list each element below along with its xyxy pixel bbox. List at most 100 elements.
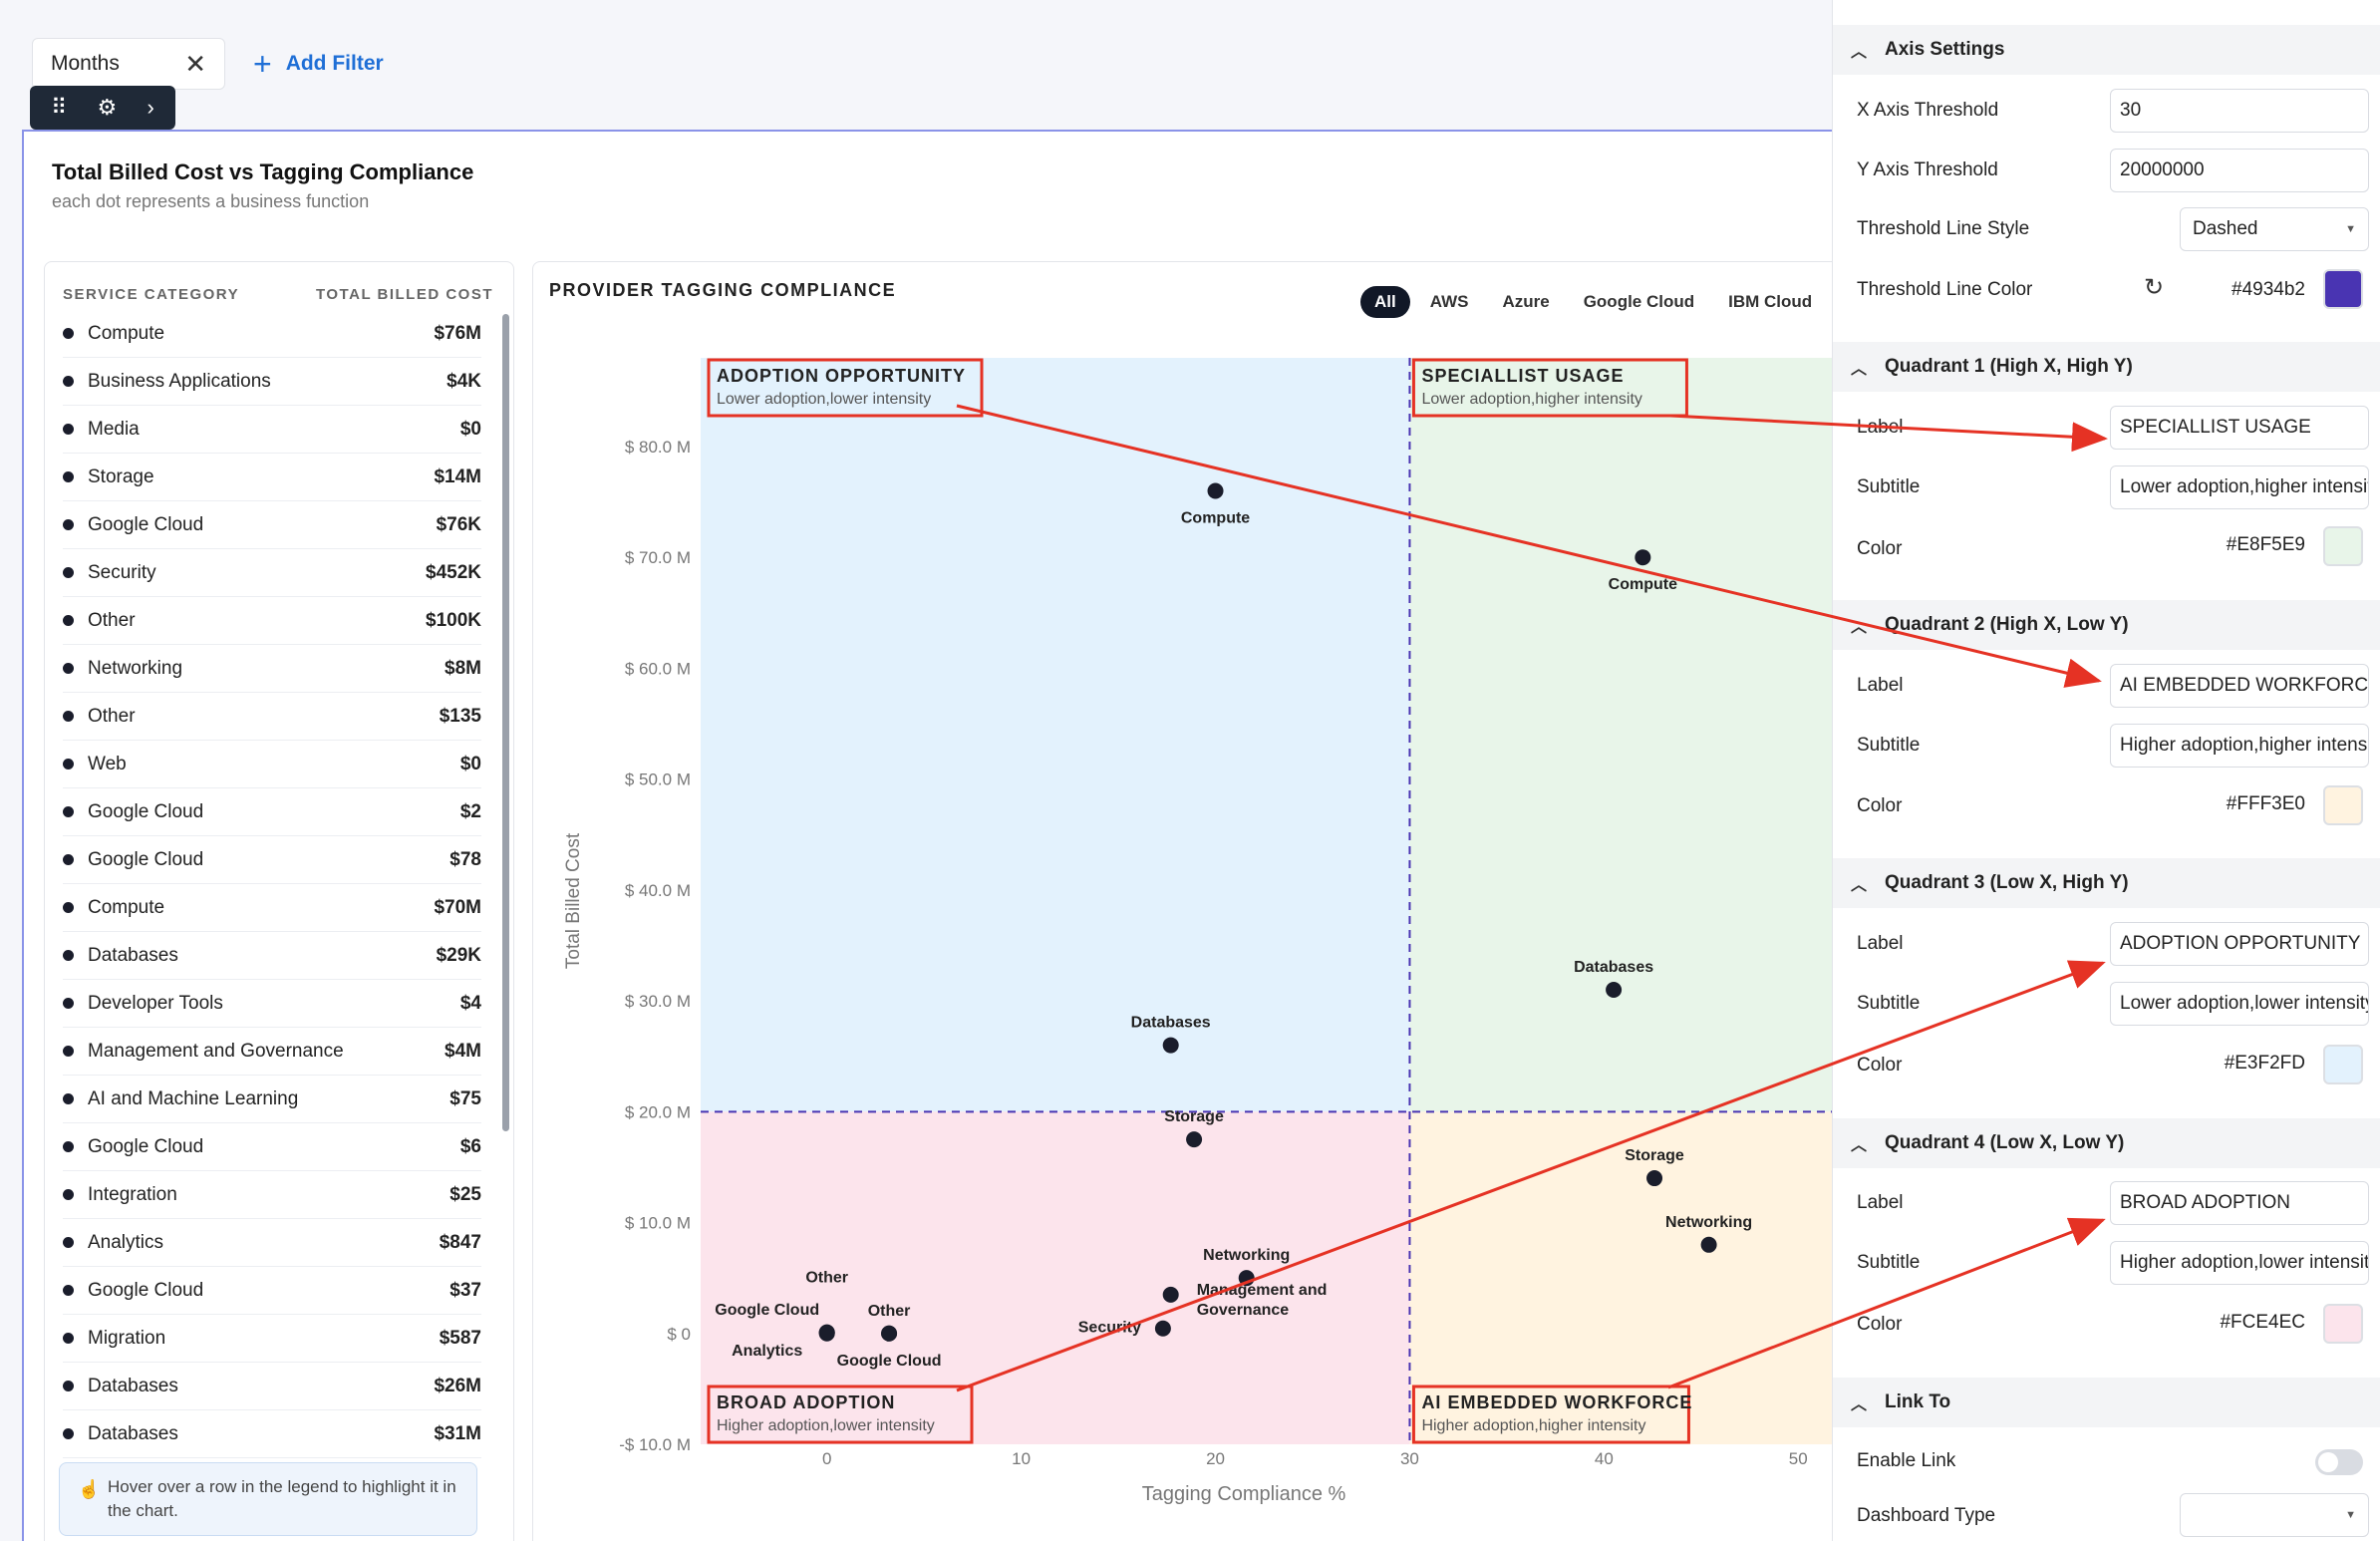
- y-threshold-input[interactable]: 20000000: [2110, 149, 2369, 192]
- legend-row[interactable]: Integration $25: [63, 1171, 481, 1219]
- legend-row[interactable]: Other $135: [63, 693, 481, 741]
- q4-color-swatch[interactable]: [2323, 1304, 2363, 1344]
- x-threshold-input[interactable]: 30: [2110, 89, 2369, 133]
- series-dot-icon: [63, 1381, 74, 1391]
- legend-row[interactable]: Storage $14M: [63, 454, 481, 501]
- legend-row[interactable]: Google Cloud $76K: [63, 501, 481, 549]
- q1-subtitle-input[interactable]: Lower adoption,higher intensity: [2110, 465, 2369, 509]
- scatter-chart: -$ 10.0 M $ 0 $ 10.0 M $ 20.0 M $ 30.0 M $ 40…: [563, 358, 1839, 1505]
- legend-row-name: Google Cloud: [88, 513, 204, 535]
- enable-link-toggle[interactable]: [2315, 1449, 2363, 1475]
- dashboard-type-select[interactable]: ▼: [2180, 1493, 2369, 1537]
- legend-col-cost: TOTAL BILLED COST: [316, 286, 493, 303]
- data-point-label: Networking: [1665, 1214, 1752, 1231]
- tab-azure[interactable]: Azure: [1502, 292, 1550, 311]
- quadrant4-header[interactable]: ︿ Quadrant 4 (Low X, Low Y): [1833, 1118, 2380, 1168]
- legend-row[interactable]: Analytics $847: [63, 1219, 481, 1267]
- tab-google-cloud[interactable]: Google Cloud: [1583, 292, 1695, 311]
- add-filter-button[interactable]: + Add Filter: [253, 48, 384, 80]
- legend-row-name: Google Cloud: [88, 800, 204, 822]
- legend-row[interactable]: Databases $26M: [63, 1363, 481, 1410]
- q4-color-label: Color: [1857, 1314, 1903, 1335]
- legend-row[interactable]: Networking $8M: [63, 645, 481, 693]
- legend-row[interactable]: Management and Governance $4M: [63, 1028, 481, 1076]
- drag-handle-icon[interactable]: ⠿: [51, 95, 68, 120]
- legend-row[interactable]: Compute $76M: [63, 310, 481, 358]
- legend-row[interactable]: Media $0: [63, 406, 481, 454]
- reset-icon[interactable]: ↻: [2144, 274, 2165, 301]
- legend-row[interactable]: Google Cloud $37: [63, 1267, 481, 1315]
- x-tick-label: 40: [1595, 1449, 1614, 1468]
- chevron-right-icon[interactable]: ›: [147, 95, 154, 120]
- quadrant1-header[interactable]: ︿ Quadrant 1 (High X, High Y): [1833, 342, 2380, 392]
- q3-subtitle-label: Subtitle: [1857, 993, 1921, 1014]
- legend-row[interactable]: Google Cloud $2: [63, 788, 481, 836]
- axis-settings-header[interactable]: ︿ Axis Settings: [1833, 25, 2380, 75]
- quadrant3-header[interactable]: ︿ Quadrant 3 (Low X, High Y): [1833, 858, 2380, 908]
- legend-row[interactable]: Migration $587: [63, 1315, 481, 1363]
- legend-row[interactable]: Google Cloud $78: [63, 836, 481, 884]
- legend-row-name: Storage: [88, 465, 154, 487]
- legend-row-value: $6: [459, 1135, 481, 1157]
- q2-label-label: Label: [1857, 675, 1904, 696]
- data-point: [1154, 1320, 1171, 1337]
- series-dot-icon: [63, 1333, 74, 1344]
- line-color-hex: #4934b2: [2231, 279, 2305, 300]
- legend-row[interactable]: Google Cloud $6: [63, 1123, 481, 1171]
- tab-aws[interactable]: AWS: [1429, 292, 1469, 311]
- q3-color-swatch[interactable]: [2323, 1045, 2363, 1084]
- q4-subtitle-input[interactable]: Higher adoption,lower intensity: [2110, 1241, 2369, 1285]
- q3-subtitle-input[interactable]: Lower adoption,lower intensity: [2110, 982, 2369, 1026]
- caret-down-icon: ▼: [2345, 223, 2356, 235]
- legend-row-value: $8M: [445, 657, 481, 679]
- section-title: Axis Settings: [1885, 39, 2005, 60]
- q3-label-input[interactable]: ADOPTION OPPORTUNITY: [2110, 922, 2369, 966]
- q2-label-input[interactable]: AI EMBEDDED WORKFORCE: [2110, 664, 2369, 708]
- legend-row-name: Google Cloud: [88, 1279, 204, 1301]
- legend-row[interactable]: AI and Machine Learning $75: [63, 1076, 481, 1123]
- legend-row[interactable]: Security $452K: [63, 549, 481, 597]
- gear-icon[interactable]: ⚙: [97, 95, 118, 120]
- legend-row-name: Networking: [88, 657, 183, 679]
- legend-row[interactable]: Databases $31M: [63, 1410, 481, 1458]
- data-point-label: Databases: [1131, 1015, 1211, 1032]
- legend-scrollbar[interactable]: [502, 314, 509, 1131]
- months-filter-chip[interactable]: Months ✕: [32, 38, 225, 90]
- chevron-up-icon: ︿: [1851, 1137, 1868, 1154]
- line-color-swatch[interactable]: [2323, 269, 2363, 309]
- y-threshold-label: Y Axis Threshold: [1857, 159, 1998, 180]
- legend-rows: Compute $76M Business Applications $4K Media…: [45, 310, 495, 1458]
- chevron-up-icon: ︿: [1851, 44, 1868, 61]
- legend-row-name: Analytics: [88, 1231, 164, 1253]
- legend-row[interactable]: Web $0: [63, 741, 481, 788]
- y-tick-label: $ 30.0 M: [625, 992, 691, 1011]
- legend-row[interactable]: Developer Tools $4: [63, 980, 481, 1028]
- chart-title: PROVIDER TAGGING COMPLIANCE: [549, 280, 897, 300]
- q2-color-swatch[interactable]: [2323, 785, 2363, 825]
- q1-label-input[interactable]: SPECIALLIST USAGE: [2110, 406, 2369, 450]
- x-tick-label: 50: [1789, 1449, 1808, 1468]
- tab-all[interactable]: All: [1360, 286, 1410, 318]
- quadrant2-header[interactable]: ︿ Quadrant 2 (High X, Low Y): [1833, 600, 2380, 650]
- q3-color-hex: #E3F2FD: [2224, 1053, 2305, 1074]
- tab-ibm-cloud[interactable]: IBM Cloud: [1728, 292, 1813, 311]
- legend-row[interactable]: Other $100K: [63, 597, 481, 645]
- series-dot-icon: [63, 519, 74, 530]
- legend-row[interactable]: Compute $70M: [63, 884, 481, 932]
- x-threshold-label: X Axis Threshold: [1857, 100, 1999, 121]
- section-title: Quadrant 4 (Low X, Low Y): [1885, 1132, 2125, 1153]
- series-dot-icon: [63, 1093, 74, 1104]
- legend-row[interactable]: Databases $29K: [63, 932, 481, 980]
- q1-color-swatch[interactable]: [2323, 526, 2363, 566]
- line-style-value: Dashed: [2193, 218, 2258, 239]
- legend-row-value: $76M: [434, 322, 481, 344]
- data-point: [1162, 1286, 1179, 1303]
- quadrant-label-top-left-subtitle: Lower adoption,lower intensity: [717, 391, 931, 408]
- legend-row-value: $31M: [434, 1422, 481, 1444]
- q4-label-input[interactable]: BROAD ADOPTION: [2110, 1181, 2369, 1225]
- line-style-select[interactable]: Dashed ▼: [2180, 207, 2369, 251]
- legend-row[interactable]: Business Applications $4K: [63, 358, 481, 406]
- q2-subtitle-input[interactable]: Higher adoption,higher intensity: [2110, 724, 2369, 768]
- link-to-header[interactable]: ︿ Link To: [1833, 1378, 2380, 1427]
- close-icon[interactable]: ✕: [184, 49, 206, 79]
